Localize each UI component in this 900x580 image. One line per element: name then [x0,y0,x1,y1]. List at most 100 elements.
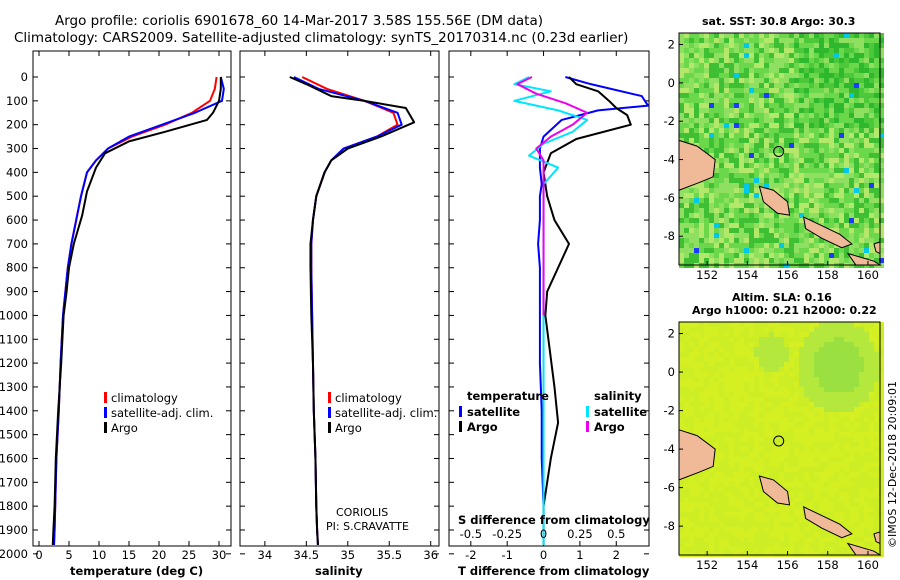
map-cell [734,502,739,507]
map-cell [789,507,794,512]
x-tick-label: 34 [258,548,273,562]
figure-title-line2: Climatology: CARS2009. Satellite-adjuste… [14,30,628,46]
map-cell [684,63,689,68]
map-cell [769,372,774,377]
map-cell [874,497,879,502]
map-cell [844,322,849,327]
island-shape [758,475,791,506]
map-cell [724,367,729,372]
map-cell [809,128,814,133]
map-cell [684,198,689,203]
map-cell [849,482,854,487]
map-cell [854,78,859,83]
map-cell [764,153,769,158]
map-cell [859,422,864,427]
map-cell [684,477,689,482]
map-cell [859,133,864,138]
map-cell [859,163,864,168]
map-cell [709,148,714,153]
map-cell [834,492,839,497]
map-cell [689,108,694,113]
map-cell [684,402,689,407]
map-cell [799,53,804,58]
map-cell [699,337,704,342]
map-cell [829,547,834,552]
sla-coastline [678,429,882,556]
map-cell [834,38,839,43]
map-cell [774,48,779,53]
map-y-tick-label: 2 [668,327,675,341]
map-cell [739,168,744,173]
map-cell [769,163,774,168]
map-cell [739,113,744,118]
map-cell [799,78,804,83]
map-cell [839,73,844,78]
map-cell [704,512,709,517]
map-cell [864,138,869,143]
map-cell [804,462,809,467]
map-cell [764,387,769,392]
map-cell [694,357,699,362]
map-cell [684,98,689,103]
map-cell [814,143,819,148]
map-cell [709,238,714,243]
map-cell [679,43,684,48]
map-cell [709,138,714,143]
map-cell [769,457,774,462]
map-cell [789,58,794,63]
map-cell [789,48,794,53]
map-cell [874,178,879,183]
map-cell [864,512,869,517]
map-cell [804,332,809,337]
map-cell [844,487,849,492]
map-cell [734,537,739,542]
map-cell [704,422,709,427]
map-cell [789,123,794,128]
map-cell [694,387,699,392]
map-cell [794,382,799,387]
map-cell [704,342,709,347]
map-cell [869,447,874,452]
map-cell [804,98,809,103]
map-cell [739,98,744,103]
map-cell [834,412,839,417]
map-cell [699,487,704,492]
map-cell [714,522,719,527]
map-cell [764,507,769,512]
map-cell [874,377,879,382]
map-cell [864,143,869,148]
map-cell [694,103,699,108]
map-cell [774,537,779,542]
map-cell [849,492,854,497]
map-cell [824,372,829,377]
map-cell [789,342,794,347]
map-cell [794,158,799,163]
map-cell [789,372,794,377]
map-cell [819,347,824,352]
map-cell [734,357,739,362]
map-cell [699,417,704,422]
map-cell [754,432,759,437]
map-cell [859,447,864,452]
map-cell [719,452,724,457]
map-cell [849,113,854,118]
map-cell [774,442,779,447]
map-cell [859,452,864,457]
map-cell [769,537,774,542]
map-cell [709,63,714,68]
map-cell [809,347,814,352]
map-cell [689,63,694,68]
series-line-s-argo [516,76,589,316]
map-cell [789,173,794,178]
map-cell [734,178,739,183]
map-cell [834,367,839,372]
map-cell [874,347,879,352]
map-cell [814,327,819,332]
map-cell [864,168,869,173]
map-cell [824,163,829,168]
map-cell [839,128,844,133]
map-cell [684,527,689,532]
map-cell [769,507,774,512]
map-cell [704,148,709,153]
map-cell [814,193,819,198]
